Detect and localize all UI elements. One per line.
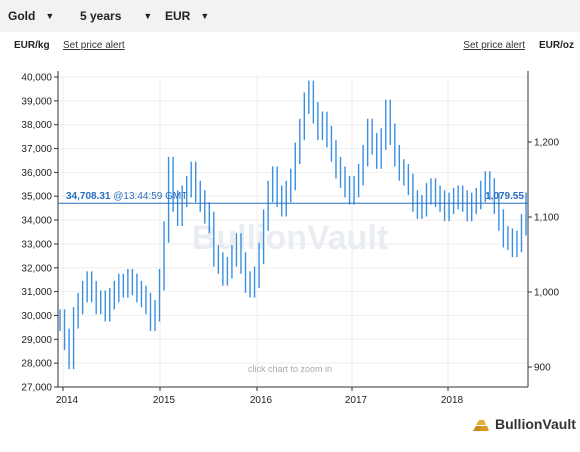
- current-price-label: 34,708.31 @13:44:59 GMT: [66, 191, 187, 202]
- y-left-tick-label: 38,000: [21, 120, 52, 131]
- y-left-tick-label: 34,000: [21, 216, 52, 227]
- y-right-tick-label: 900: [534, 363, 551, 374]
- gold-price-chart[interactable]: 40,000 39,000 38,000 37,000 36,000 35,000 34,0…: [0, 55, 580, 405]
- zoom-hint: click chart to zoom in: [248, 364, 332, 374]
- chart-watermark: BullionVault: [192, 219, 388, 257]
- y-left-tick-label: 33,000: [21, 239, 52, 250]
- y-left-tick-label: 39,000: [21, 96, 52, 107]
- y-left-tick-label: 28,000: [21, 359, 52, 370]
- y-right-tick-label: 1,000: [534, 288, 559, 299]
- y-left-tick-label: 36,000: [21, 168, 52, 179]
- y-left-tick-label: 32,000: [21, 263, 52, 274]
- y-left-tick-label: 37,000: [21, 144, 52, 155]
- current-price-value: 34,708.31: [66, 191, 111, 202]
- set-price-alert-right-link[interactable]: Set price alert: [463, 40, 525, 51]
- chevron-down-icon: ▼: [200, 11, 210, 21]
- x-tick-label: 2014: [56, 395, 79, 405]
- currency-dropdown-label: EUR: [165, 9, 191, 23]
- y-right-tick-label: 1,100: [534, 213, 559, 224]
- current-price-time: @13:44:59 GMT: [111, 191, 188, 202]
- x-tick-label: 2015: [153, 395, 176, 405]
- currency-dropdown[interactable]: EUR ▼: [165, 5, 209, 27]
- y-left-tick-label: 30,000: [21, 311, 52, 322]
- metal-dropdown-label: Gold: [8, 9, 36, 23]
- metal-dropdown[interactable]: Gold ▼: [8, 5, 54, 27]
- y-left-tick-label: 35,000: [21, 192, 52, 203]
- y-left-tick-label: 29,000: [21, 335, 52, 346]
- x-tick-label: 2018: [441, 395, 464, 405]
- brand-logo[interactable]: BullionVault: [472, 416, 576, 432]
- chevron-down-icon: ▼: [45, 11, 55, 21]
- set-price-alert-left-link[interactable]: Set price alert: [63, 40, 125, 51]
- left-unit-label: EUR/kg: [14, 40, 50, 51]
- current-price-oz-label: 1,079.55: [485, 191, 524, 202]
- period-dropdown-label: 5 years: [80, 9, 122, 23]
- period-dropdown[interactable]: 5 years ▼: [80, 5, 152, 27]
- right-unit-label: EUR/oz: [539, 40, 574, 51]
- brand-name: BullionVault: [495, 416, 576, 432]
- y-left-tick-label: 31,000: [21, 287, 52, 298]
- toolbar: Gold ▼ 5 years ▼ EUR ▼: [0, 0, 580, 32]
- y-left-tick-label: 27,000: [21, 383, 52, 394]
- chevron-down-icon: ▼: [143, 11, 153, 21]
- y-right-tick-label: 1,200: [534, 138, 559, 149]
- gold-bars-icon: [473, 420, 489, 431]
- x-tick-label: 2016: [250, 395, 273, 405]
- y-left-tick-label: 40,000: [21, 73, 52, 84]
- x-tick-label: 2017: [345, 395, 368, 405]
